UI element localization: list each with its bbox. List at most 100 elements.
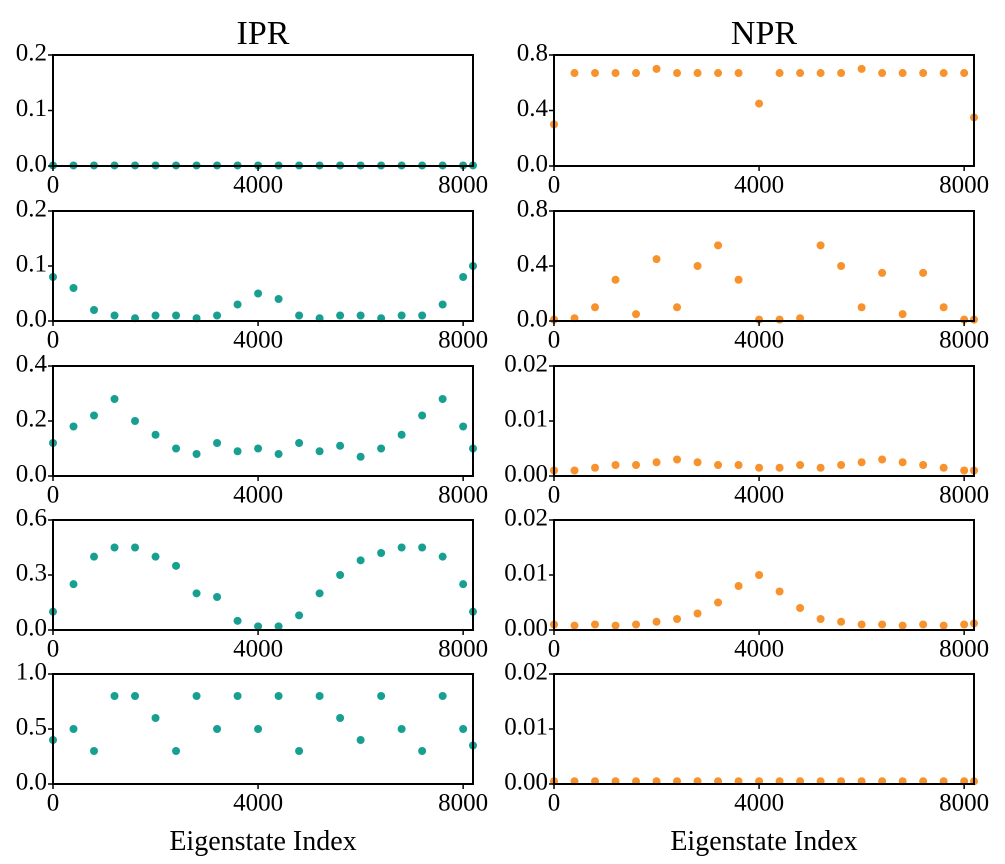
- data-point: [734, 69, 743, 78]
- data-point: [816, 69, 825, 78]
- axes-frame: [553, 210, 975, 322]
- data-point: [459, 725, 468, 733]
- data-point: [714, 69, 723, 78]
- data-point: [254, 622, 263, 631]
- data-point: [960, 620, 969, 629]
- y-tick-label: 0.0: [16, 151, 47, 178]
- x-tick-label: 8000: [438, 636, 488, 663]
- x-tick-label: 4000: [734, 636, 784, 663]
- data-point: [459, 273, 468, 281]
- data-point: [213, 311, 222, 320]
- data-point: [939, 621, 948, 630]
- x-tick-label: 8000: [438, 790, 488, 817]
- y-tick-label: 0.00: [504, 769, 548, 796]
- data-point: [755, 463, 764, 472]
- data-point: [591, 303, 600, 312]
- x-tick-label: 8000: [438, 482, 488, 509]
- data-point: [172, 311, 181, 320]
- data-point: [336, 441, 345, 450]
- y-tick-label: 0.0: [16, 769, 47, 796]
- data-point: [857, 620, 866, 629]
- data-point: [898, 310, 907, 319]
- data-point: [652, 64, 661, 73]
- data-point: [131, 417, 140, 425]
- y-tick-label: 0.8: [517, 40, 548, 67]
- data-point: [673, 303, 682, 312]
- data-point: [377, 444, 386, 453]
- y-tick-label: 0.00: [504, 461, 548, 488]
- data-point: [131, 692, 140, 700]
- data-point: [775, 463, 784, 472]
- y-tick-label: 0.0: [517, 151, 548, 178]
- x-tick-label: 8000: [438, 172, 488, 199]
- data-point: [570, 69, 579, 78]
- axes-frame: [52, 365, 474, 477]
- data-point: [673, 615, 682, 623]
- data-point: [192, 589, 201, 598]
- x-tick-label: 0: [47, 172, 60, 199]
- data-point: [295, 611, 304, 620]
- x-tick-label: 4000: [233, 327, 283, 354]
- data-point: [837, 461, 846, 469]
- y-tick-label: 0.5: [16, 714, 47, 741]
- data-point: [438, 692, 447, 700]
- axes-frame: [553, 519, 975, 631]
- data-point: [591, 463, 600, 472]
- data-point: [377, 692, 386, 700]
- axes-frame: [52, 54, 474, 167]
- data-point: [755, 99, 764, 108]
- y-tick-label: 0.3: [16, 560, 47, 587]
- data-point: [878, 620, 887, 629]
- data-point: [213, 593, 222, 601]
- data-point: [151, 311, 160, 320]
- data-point: [438, 300, 447, 309]
- axes-frame: [553, 673, 975, 785]
- panel-title: IPR: [237, 15, 290, 52]
- data-point: [734, 275, 743, 284]
- axes-frame: [52, 210, 474, 322]
- data-point: [939, 463, 948, 472]
- x-tick-label: 0: [47, 327, 60, 354]
- data-point: [295, 311, 304, 320]
- y-tick-label: 0.02: [504, 505, 548, 532]
- data-point: [397, 430, 406, 439]
- y-tick-label: 0.4: [517, 251, 549, 278]
- y-tick-label: 0.1: [16, 95, 47, 122]
- data-point: [315, 589, 324, 598]
- data-point: [90, 306, 99, 314]
- x-tick-label: 8000: [939, 636, 989, 663]
- data-point: [90, 747, 99, 755]
- y-tick-label: 0.2: [16, 196, 47, 223]
- data-point: [254, 289, 263, 298]
- y-tick-label: 0.0: [517, 306, 548, 333]
- data-point: [632, 461, 641, 469]
- data-point: [356, 452, 365, 461]
- data-point: [591, 620, 600, 629]
- data-point: [693, 609, 702, 618]
- axes-frame: [52, 673, 474, 785]
- data-point: [878, 268, 887, 277]
- data-point: [233, 300, 242, 309]
- data-point: [755, 571, 764, 579]
- data-point: [919, 620, 928, 629]
- data-point: [295, 439, 304, 447]
- data-point: [775, 69, 784, 78]
- data-point: [652, 255, 661, 264]
- data-point: [131, 543, 140, 552]
- data-point: [878, 69, 887, 78]
- data-point: [110, 395, 119, 403]
- data-point: [611, 275, 620, 284]
- data-point: [673, 455, 682, 464]
- x-tick-label: 0: [548, 636, 561, 663]
- data-point: [714, 461, 723, 469]
- data-point: [570, 466, 579, 475]
- y-tick-label: 0.0: [16, 615, 47, 642]
- x-tick-label: 0: [548, 482, 561, 509]
- x-tick-label: 8000: [939, 172, 989, 199]
- data-point: [693, 69, 702, 78]
- data-point: [837, 262, 846, 270]
- data-point: [254, 444, 263, 453]
- y-tick-label: 0.4: [517, 95, 549, 122]
- data-point: [673, 69, 682, 78]
- data-point: [714, 241, 723, 250]
